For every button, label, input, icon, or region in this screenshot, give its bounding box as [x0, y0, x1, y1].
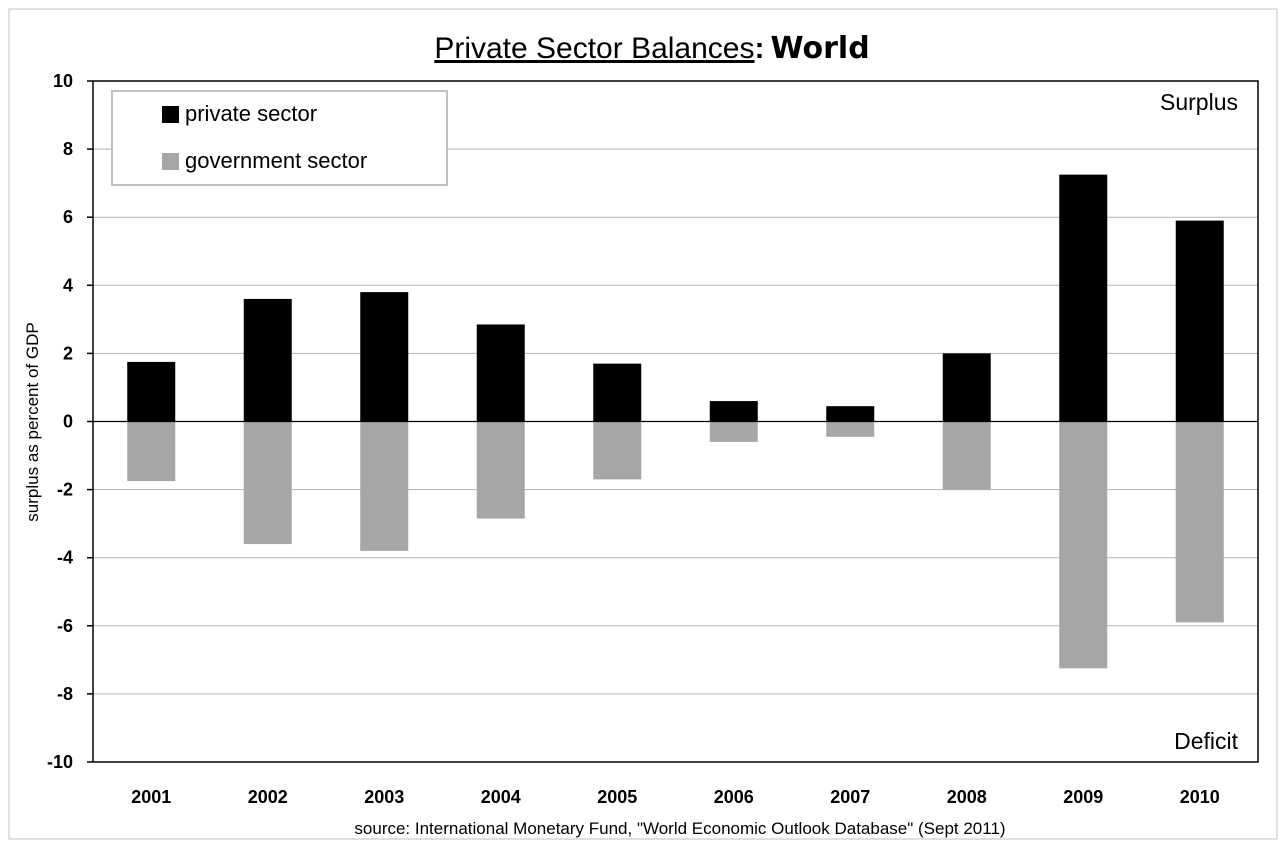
bar-government-sector-2006: [709, 421, 758, 442]
x-tick-label: 2004: [481, 787, 521, 807]
y-axis-label: surplus as percent of GDP: [23, 322, 42, 521]
y-tick-label: 8: [63, 139, 73, 159]
legend-label-private-sector: private sector: [185, 101, 317, 126]
legend-swatch-private-sector: [162, 106, 179, 123]
bar-government-sector-2010: [1175, 421, 1224, 623]
bar-government-sector-2009: [1059, 421, 1108, 669]
bar-private-sector-2010: [1175, 220, 1224, 422]
bar-government-sector-2004: [476, 421, 525, 519]
source-note: source: International Monetary Fund, "Wo…: [354, 819, 1005, 838]
bar-private-sector-2008: [942, 353, 991, 422]
bar-government-sector-2003: [360, 421, 409, 551]
chart-title-part2: World: [770, 31, 869, 66]
y-tick-label: -2: [57, 480, 73, 500]
x-tick-label: 2001: [131, 787, 171, 807]
bar-private-sector-2002: [243, 298, 292, 422]
bar-private-sector-2001: [127, 361, 176, 422]
x-tick-label: 2006: [714, 787, 754, 807]
legend: private sector government sector: [111, 90, 448, 186]
bar-private-sector-2005: [593, 363, 642, 422]
bar-government-sector-2002: [243, 421, 292, 545]
y-tick-label: -4: [57, 548, 73, 568]
y-tick-label: 10: [53, 71, 73, 91]
x-tick-labels: 2001 2002 2003 2004 2005 2006 2007 2008 2009 2010: [131, 787, 1220, 807]
y-tick-label: -10: [47, 752, 73, 772]
chart-title-part1: Private Sector Balances: [434, 32, 754, 65]
y-tick-label: 4: [63, 275, 73, 295]
bar-private-sector-2009: [1059, 174, 1108, 422]
chart-title: Private Sector Balances: World: [434, 31, 869, 66]
bar-private-sector-2007: [826, 406, 875, 422]
x-tick-label: 2008: [947, 787, 987, 807]
x-tick-label: 2003: [364, 787, 404, 807]
surplus-annotation: Surplus: [1160, 89, 1238, 115]
legend-swatch-government-sector: [162, 153, 179, 170]
bar-government-sector-2001: [127, 421, 176, 482]
x-tick-label: 2009: [1063, 787, 1103, 807]
bar-private-sector-2003: [360, 292, 409, 422]
bar-government-sector-2005: [593, 421, 642, 480]
chart-title-separator: :: [754, 32, 764, 65]
y-tick-labels: 10 8 6 4 2 0 -2 -4 -6 -8 -10: [47, 71, 73, 772]
deficit-annotation: Deficit: [1174, 728, 1239, 754]
y-tick-label: 2: [63, 343, 73, 363]
bars: [127, 174, 1224, 669]
x-tick-label: 2010: [1180, 787, 1220, 807]
y-tick-label: -8: [57, 684, 73, 704]
bar-government-sector-2008: [942, 421, 991, 490]
bar-private-sector-2004: [476, 324, 525, 422]
y-tick-label: 0: [63, 412, 73, 432]
x-tick-label: 2002: [248, 787, 288, 807]
x-tick-label: 2005: [597, 787, 637, 807]
legend-label-government-sector: government sector: [185, 148, 367, 173]
y-tick-label: 6: [63, 207, 73, 227]
y-tick-label: -6: [57, 616, 73, 636]
bar-government-sector-2007: [826, 421, 875, 437]
bar-private-sector-2006: [709, 401, 758, 422]
axes: [87, 80, 1259, 763]
x-tick-label: 2007: [830, 787, 870, 807]
